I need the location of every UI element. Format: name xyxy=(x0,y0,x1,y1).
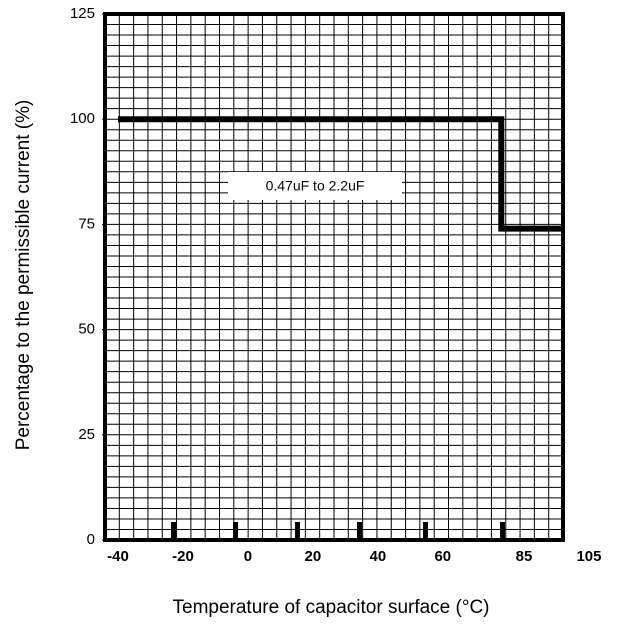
y-tick-label: 75 xyxy=(78,215,95,232)
x-tick-label: 105 xyxy=(576,548,601,565)
annotation-box xyxy=(228,172,402,200)
bottom-marks xyxy=(171,522,505,540)
x-tick-label: 60 xyxy=(434,548,451,565)
y-tick-label: 100 xyxy=(70,110,95,127)
y-tick-label: 25 xyxy=(78,426,95,443)
tick-mark xyxy=(423,522,428,540)
x-tick-label: 85 xyxy=(516,548,533,565)
x-tick-label: -40 xyxy=(107,548,129,565)
y-tick-label: 125 xyxy=(70,5,95,22)
plot-frame xyxy=(103,12,565,542)
tick-mark xyxy=(295,522,300,540)
tick-mark xyxy=(357,522,362,540)
tick-mark xyxy=(233,522,238,540)
x-tick-label: 0 xyxy=(244,548,252,565)
x-axis-label: Temperature of capacitor surface (°C) xyxy=(173,597,490,618)
x-tick-label: -20 xyxy=(172,548,194,565)
tick-mark xyxy=(500,522,505,540)
y-tick-label: 0 xyxy=(87,531,95,548)
annotation: 0.47uF to 2.2uF xyxy=(266,178,365,194)
y-axis-label: Percentage to the permissible current (%… xyxy=(13,100,34,451)
line xyxy=(117,116,563,232)
x-tick-label: 20 xyxy=(305,548,322,565)
y-tick-label: 50 xyxy=(78,321,95,338)
grid xyxy=(105,14,563,540)
x-tick-label: 40 xyxy=(370,548,387,565)
tick-mark xyxy=(171,522,176,540)
